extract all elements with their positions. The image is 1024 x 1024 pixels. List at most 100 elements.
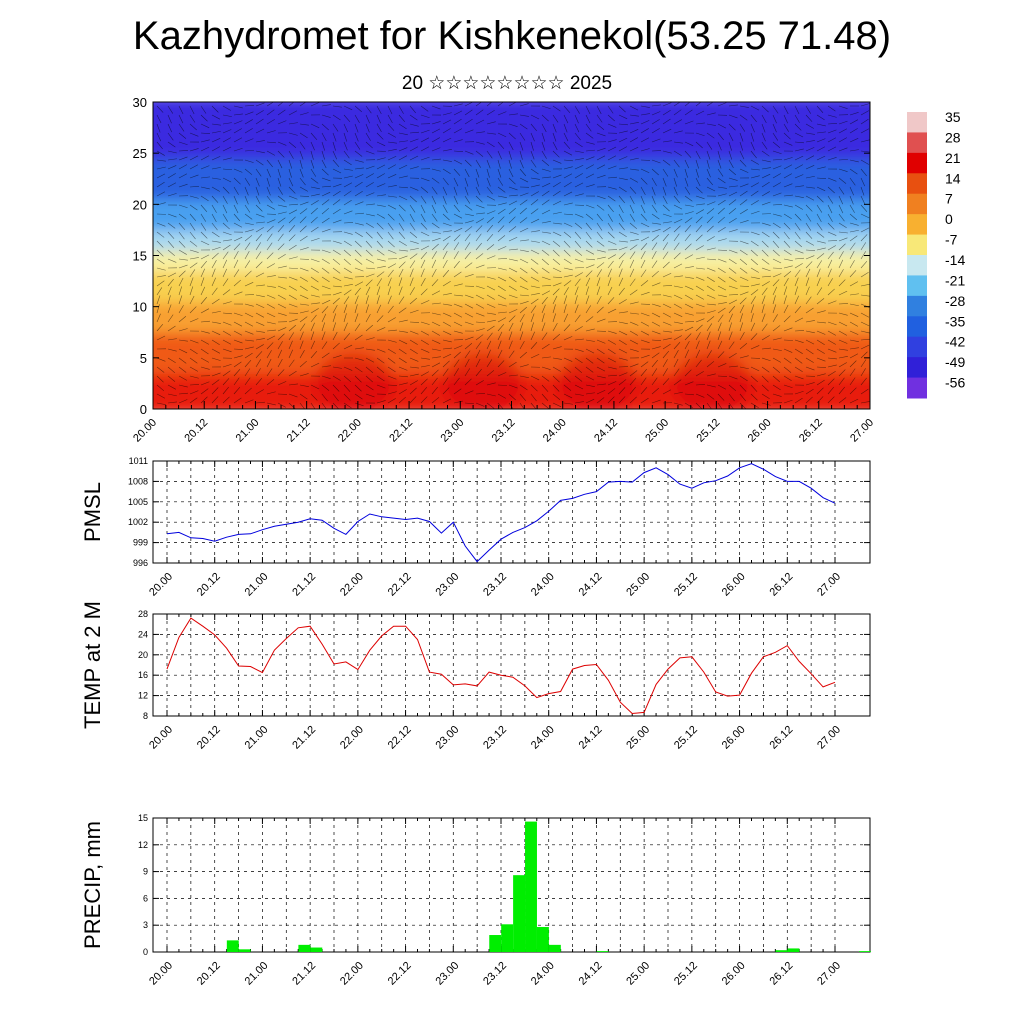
wind-barb [189, 148, 199, 152]
colorbar-swatch [907, 316, 927, 338]
x-tick-label: 23.12 [490, 417, 518, 445]
colorbar-label: -35 [945, 313, 965, 329]
wind-barb [442, 177, 449, 186]
wind-barb [310, 193, 320, 197]
wind-barb [332, 159, 340, 167]
wind-barb [156, 123, 161, 133]
wind-barb [244, 242, 251, 251]
wind-barb [541, 249, 550, 256]
wind-barb [750, 240, 759, 247]
wind-barb [189, 366, 199, 372]
wind-barb [332, 132, 337, 142]
wind-barb [585, 392, 595, 395]
wind-barb [739, 199, 748, 206]
wind-barb [860, 312, 870, 318]
wind-barb [728, 331, 733, 341]
wind-barb [189, 269, 196, 278]
wind-barb [486, 216, 495, 224]
wind-barb [431, 312, 441, 316]
wind-barb [409, 321, 420, 323]
wind-barb [266, 342, 274, 350]
wind-barb [552, 132, 557, 142]
wind-barb [684, 177, 689, 187]
wind-barb [321, 341, 328, 350]
wind-barb [376, 366, 385, 373]
wind-barb [222, 114, 232, 117]
wind-barb [255, 242, 262, 251]
wind-barb [574, 231, 582, 239]
wind-barb [167, 314, 174, 323]
panel-frame [152, 460, 871, 564]
wind-barb [673, 195, 680, 204]
wind-barb [365, 273, 375, 278]
x-tick-label: 23.12 [481, 724, 509, 752]
wind-barb [299, 247, 309, 251]
wind-barb [387, 174, 397, 179]
wind-barb [541, 150, 547, 159]
wind-barb [442, 222, 452, 227]
wind-barb [475, 225, 483, 233]
wind-barb [343, 289, 352, 296]
wind-barb [409, 138, 419, 143]
wind-barb [321, 123, 329, 131]
wind-barb [288, 256, 298, 260]
wind-barb [860, 251, 866, 260]
wind-barb [838, 243, 846, 251]
wind-barb [629, 213, 636, 222]
wind-barb [640, 368, 648, 377]
wind-barb [310, 237, 320, 242]
wind-barb [530, 123, 538, 132]
wind-barb [321, 393, 328, 402]
wind-barb [552, 231, 562, 237]
wind-barb [376, 265, 386, 269]
wind-barb [464, 251, 471, 260]
wind-barb [464, 390, 474, 395]
wind-barb [827, 364, 837, 368]
wind-barb [794, 390, 804, 395]
wind-barb [167, 240, 175, 248]
wind-barb [860, 118, 869, 125]
wind-barb [849, 149, 859, 152]
wind-barb [475, 285, 485, 289]
wind-barb [266, 368, 273, 377]
wind-barb [486, 195, 496, 201]
wind-barb [464, 204, 473, 211]
wind-barb [233, 339, 243, 344]
wind-barb [409, 260, 416, 269]
wind-barb [277, 150, 285, 158]
wind-barb [321, 150, 325, 160]
wind-barb [189, 132, 199, 137]
wind-barb [255, 128, 265, 134]
wind-barb [288, 110, 298, 116]
wind-barb [761, 287, 768, 296]
wind-barb [640, 222, 650, 228]
wind-barb [585, 264, 595, 269]
wind-barb [189, 384, 199, 386]
wind-barb [486, 402, 495, 409]
wind-barb [398, 147, 408, 152]
wind-barb [277, 276, 287, 279]
wind-barb [475, 177, 480, 187]
wind-barb [222, 386, 229, 395]
wind-barb [541, 304, 546, 314]
wind-barb [706, 393, 715, 400]
wind-barb [706, 267, 716, 272]
wind-barb [805, 132, 815, 135]
wind-barb [453, 103, 463, 107]
wind-barb [233, 236, 243, 242]
wind-barb [244, 330, 254, 335]
x-tick-label: 25.12 [695, 417, 723, 445]
wind-barb [640, 120, 650, 125]
wind-barb [365, 279, 373, 287]
wind-barb [827, 259, 833, 269]
wind-barb [167, 286, 172, 296]
wind-barb [684, 359, 690, 368]
wind-barb [310, 294, 320, 298]
wind-barb [596, 123, 605, 130]
wind-barb [662, 378, 670, 386]
wind-barb [299, 285, 308, 292]
wind-barb [464, 242, 471, 251]
wind-barb [585, 339, 595, 342]
wind-barb [816, 177, 826, 179]
wind-barb [233, 355, 243, 359]
